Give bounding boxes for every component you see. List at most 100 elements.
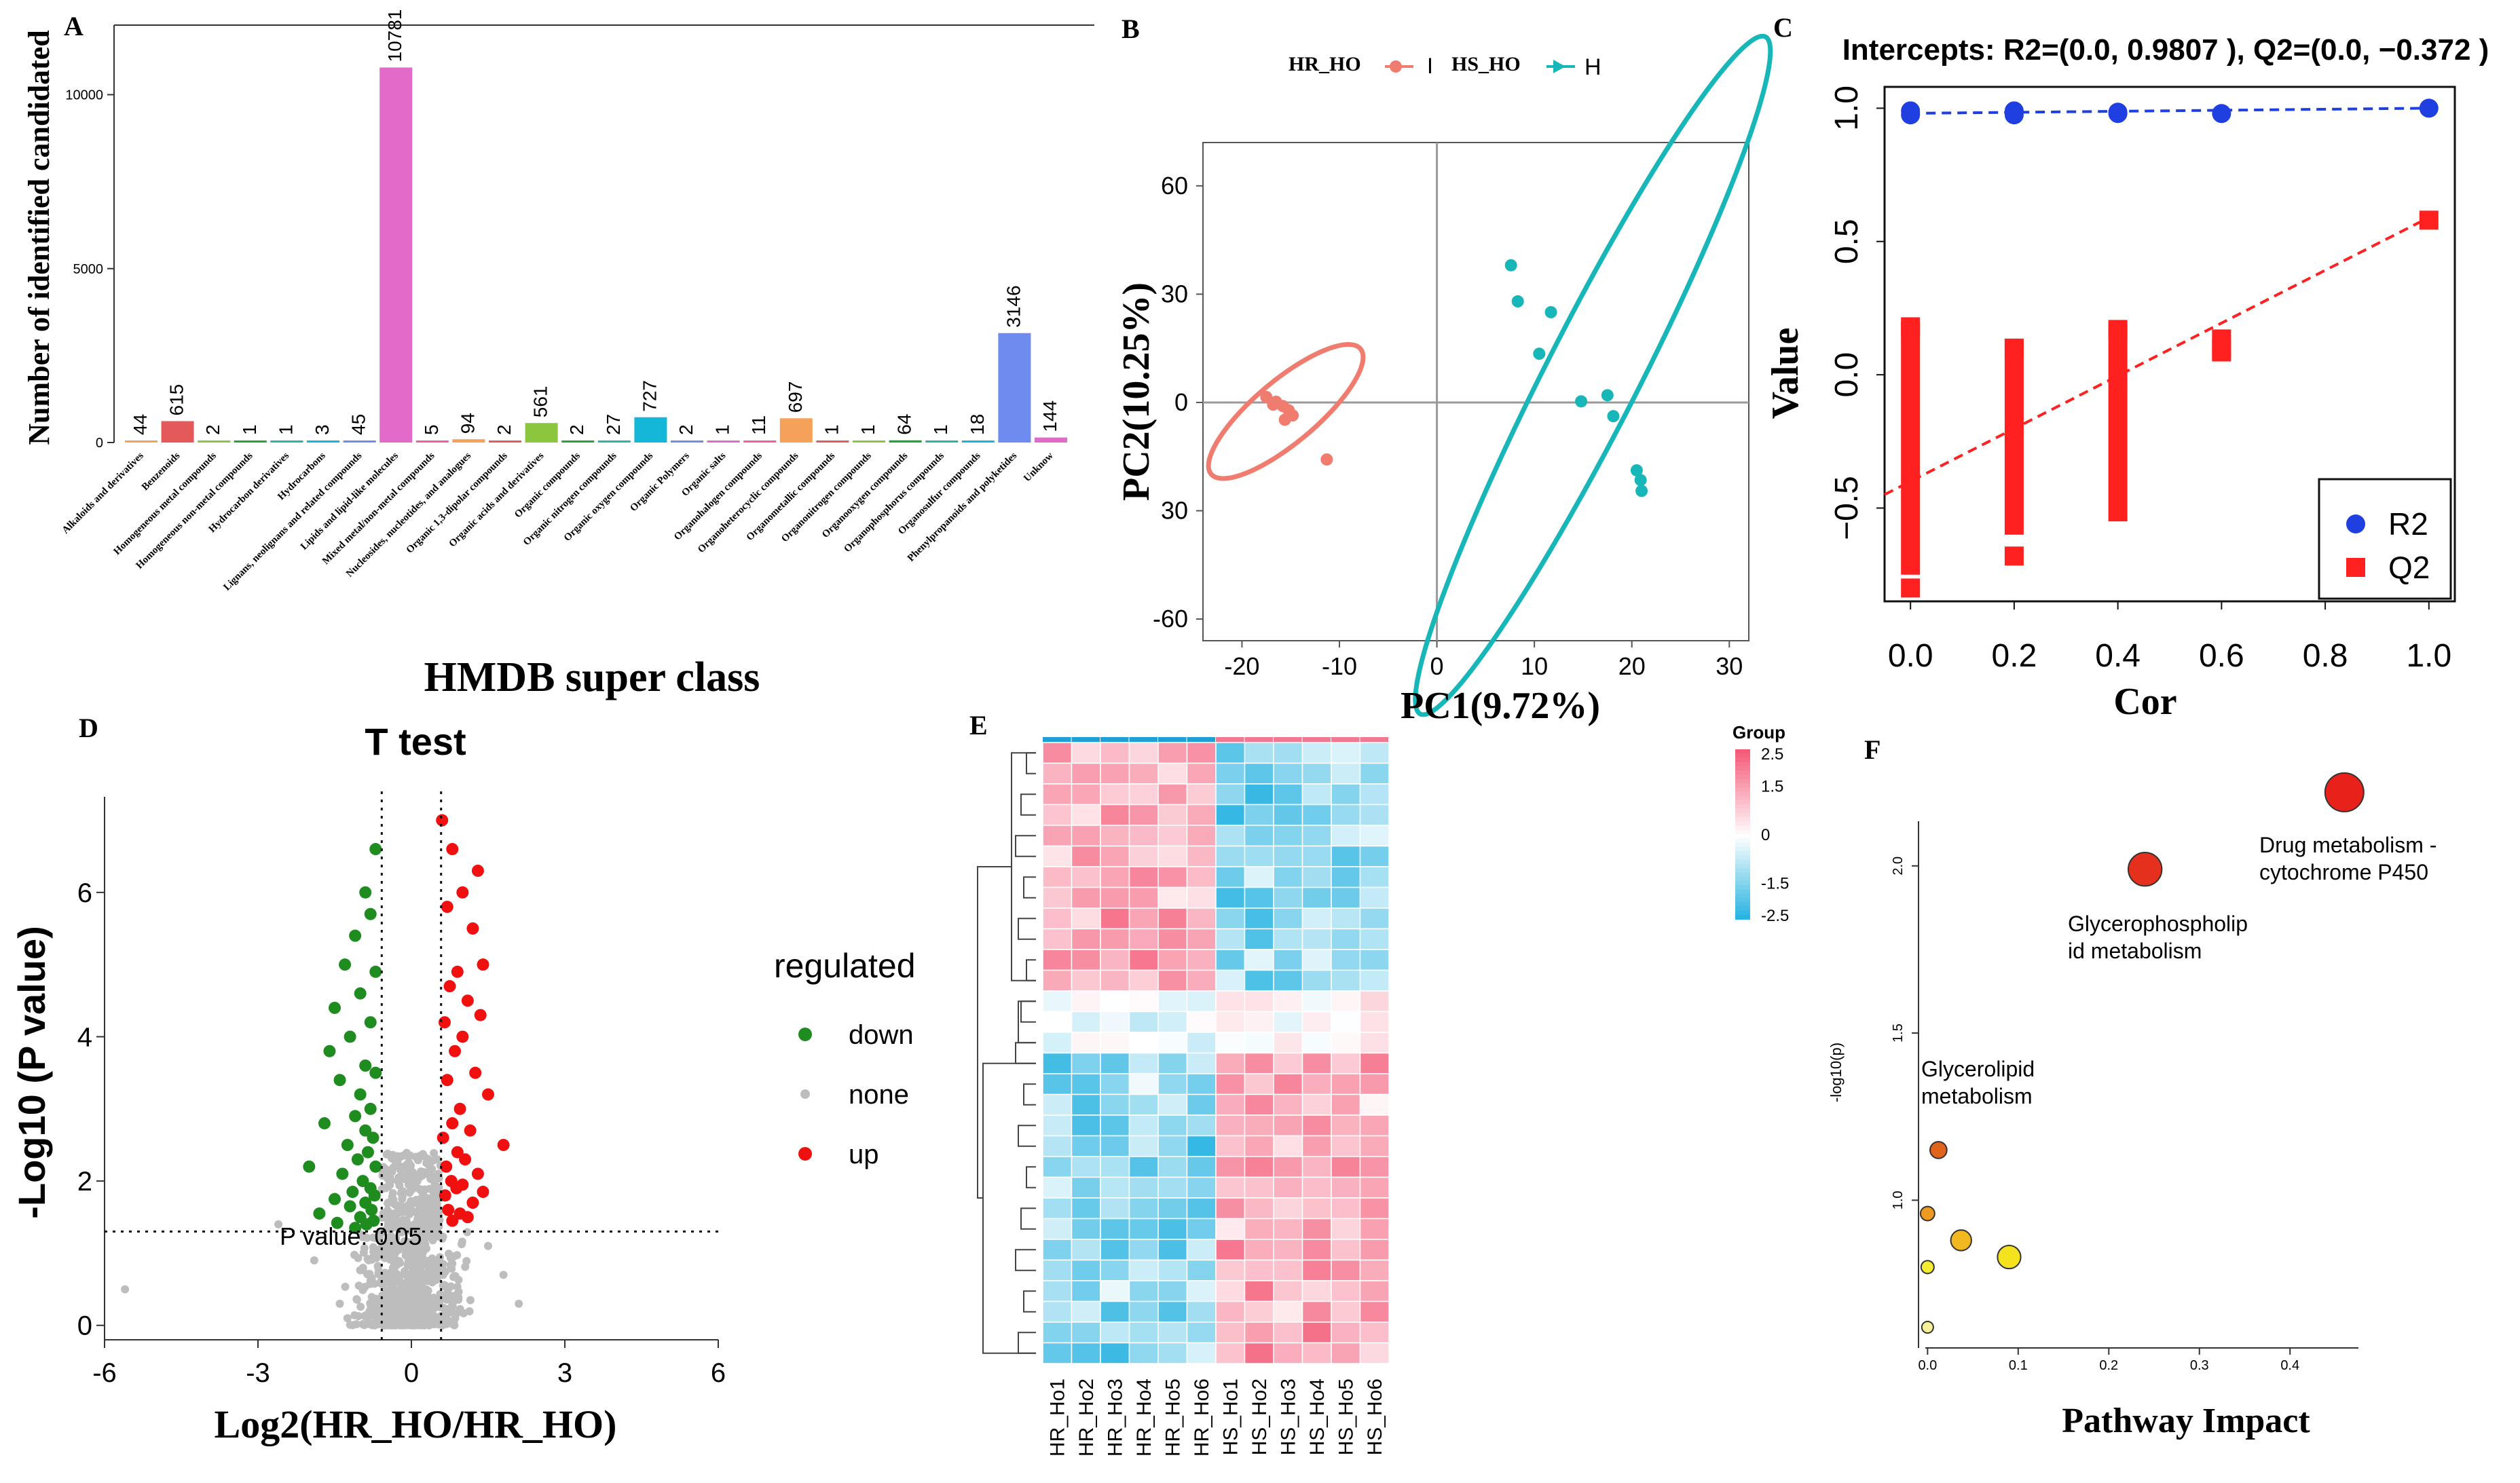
c-xtick-label: 1.0 — [2406, 638, 2451, 674]
d-none-point — [426, 1174, 435, 1183]
e-heatmap-cell — [1042, 1052, 1073, 1074]
d-none-point — [454, 1295, 463, 1304]
e-heatmap-cell — [1100, 1342, 1130, 1364]
legend-r2-label: R2 — [2388, 506, 2428, 542]
e-heatmap-cell — [1301, 1011, 1332, 1033]
e-heatmap-cell — [1071, 928, 1101, 950]
e-heatmap-cell — [1331, 742, 1361, 764]
e-heatmap-cell — [1273, 1259, 1303, 1281]
e-heatmap-cell — [1215, 949, 1246, 971]
e-heatmap-cell — [1157, 990, 1188, 1013]
e-heatmap-cell — [1273, 1032, 1303, 1054]
e-heatmap-cell — [1071, 886, 1101, 909]
e-heatmap-cell — [1331, 1197, 1361, 1220]
e-heatmap-cell — [1215, 742, 1246, 764]
d-none-point — [387, 1243, 396, 1252]
a-category-label: Nucleosides, nucleotides, and analogues — [344, 450, 473, 579]
e-column-label: HR_Ho4 — [1133, 1378, 1155, 1457]
a-bar-value-label: 64 — [894, 414, 915, 435]
e-heatmap-cell — [1359, 866, 1390, 888]
e-heatmap-cell — [1128, 928, 1159, 950]
e-heatmap-cell — [1301, 990, 1332, 1013]
f-pathway-label: Glycerophospholip — [2068, 912, 2248, 936]
e-heatmap-cell — [1331, 1300, 1361, 1323]
d-ytick-label: 2 — [77, 1167, 92, 1197]
a-bar — [198, 440, 231, 443]
e-dendrogram-branch — [977, 866, 1012, 1199]
e-heatmap-cell — [1215, 1239, 1246, 1261]
e-heatmap-cell — [1157, 907, 1188, 930]
e-scale-label: -1.5 — [1761, 874, 1789, 893]
e-heatmap-cell — [1157, 804, 1188, 826]
e-heatmap-cell — [1071, 1032, 1101, 1054]
d-down-point — [364, 907, 377, 920]
d-none-point — [377, 1275, 386, 1284]
d-none-point — [380, 1269, 389, 1277]
b-sample-point — [1533, 348, 1546, 360]
c-q2-regression-line — [1884, 216, 2430, 496]
b-ytick-label: -60 — [1153, 605, 1188, 633]
d-none-point — [458, 1237, 466, 1246]
d-none-point — [427, 1225, 436, 1234]
e-heatmap-cell — [1273, 928, 1303, 950]
f-pathway-point — [2324, 772, 2365, 812]
d-none-point — [341, 1282, 350, 1291]
e-heatmap-cell — [1157, 845, 1188, 867]
e-scale-swatch — [1735, 770, 1750, 776]
e-heatmap-cell — [1100, 1156, 1130, 1178]
e-scale-swatch — [1735, 910, 1750, 916]
e-heatmap-cell — [1215, 866, 1246, 888]
a-bar — [561, 440, 595, 443]
e-heatmap-cell — [1359, 1342, 1390, 1364]
e-heatmap-cell — [1301, 804, 1332, 826]
e-heatmap-cell — [1071, 1239, 1101, 1261]
e-heatmap-cell — [1244, 1259, 1274, 1281]
e-heatmap-cell — [1331, 1259, 1361, 1281]
d-none-point — [352, 1320, 361, 1329]
e-heatmap-cell — [1042, 1114, 1073, 1137]
a-bar — [234, 440, 267, 443]
a-bar-value-label: 18 — [967, 414, 988, 435]
e-heatmap-cell — [1157, 969, 1188, 992]
e-scale-swatch — [1735, 838, 1750, 844]
panel-f-plot: Drug metabolism - cytochrome P450 Glycerop… — [1919, 772, 2436, 1334]
d-down-point — [369, 1066, 382, 1079]
d-ytick-label: 0 — [77, 1311, 92, 1341]
e-dendrogram-leaf — [1020, 1207, 1036, 1230]
d-none-point — [388, 1188, 397, 1197]
e-heatmap-cell — [1331, 1032, 1361, 1054]
legend-hr-label: HR_HO — [1289, 53, 1361, 75]
legend-q2-label: Q2 — [2388, 550, 2430, 585]
e-heatmap-cell — [1100, 907, 1130, 930]
e-heatmap-cell — [1359, 990, 1390, 1013]
legend-down-marker — [798, 1028, 812, 1041]
e-dendrogram-leaf — [1018, 918, 1036, 940]
a-bar-value-label: 44 — [130, 414, 151, 435]
a-bar — [816, 440, 849, 443]
panel-c-legend-box — [2318, 478, 2452, 600]
e-heatmap-cell — [1244, 825, 1274, 847]
e-heatmap-cell — [1273, 1073, 1303, 1095]
panel-b-label: B — [1122, 14, 1140, 44]
e-heatmap-cell — [1215, 907, 1246, 930]
e-heatmap-cell — [1244, 949, 1274, 971]
e-heatmap-cell — [1215, 1011, 1246, 1033]
e-heatmap-cell — [1157, 1176, 1188, 1199]
e-heatmap-cell — [1186, 1114, 1217, 1137]
d-none-point — [429, 1294, 438, 1302]
d-none-point — [401, 1281, 410, 1290]
e-heatmap-cell — [1071, 1176, 1101, 1199]
d-none-point — [425, 1218, 434, 1226]
e-heatmap-cell — [1071, 1259, 1101, 1281]
e-heatmap-cell — [1331, 928, 1361, 950]
e-heatmap-cell — [1215, 886, 1246, 909]
legend-hs-marker — [1553, 60, 1565, 73]
e-heatmap-cell — [1331, 845, 1361, 867]
panel-d-title: T test — [365, 720, 466, 763]
e-heatmap-cell — [1301, 1280, 1332, 1302]
e-heatmap-cell — [1186, 969, 1217, 992]
e-heatmap-cell — [1244, 1176, 1274, 1199]
e-dendrogram-leaf — [1026, 1166, 1036, 1188]
f-ytick-label: 2.0 — [1891, 857, 1906, 876]
panel-c-ticks: 0.0 0.2 0.4 0.6 0.8 1.0 −0.5 0.0 0.5 1.0 — [1829, 86, 2451, 674]
